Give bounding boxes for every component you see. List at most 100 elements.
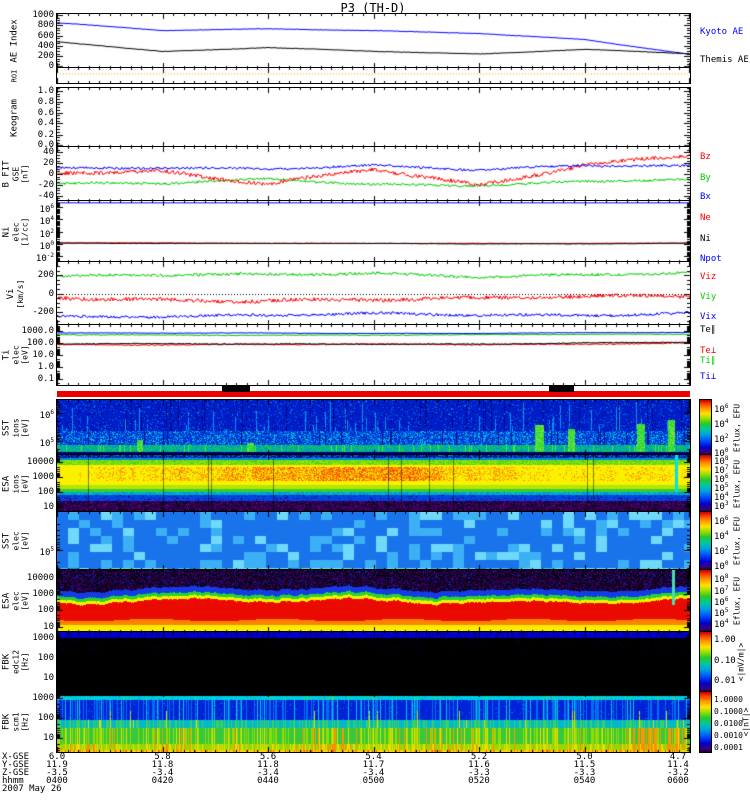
bottom-axis-value: 6.0 <box>48 752 66 762</box>
colorbar-title-esa_i: Eflux, EFU <box>732 459 742 508</box>
fbk_b-ytick: 1000 <box>32 693 54 704</box>
series-label-Te: Te∥ <box>700 325 716 336</box>
series-label-KyotoAE: Kyoto AE <box>700 27 744 38</box>
exponent: 4 <box>724 530 729 538</box>
sst_i-plot-canvas <box>57 400 690 455</box>
bottom-axis-value: 5.4 <box>365 752 382 762</box>
colorbar-tick-esa_i: 107 <box>714 464 729 477</box>
ae-plot-canvas <box>57 14 690 68</box>
colorbar-sst_e <box>699 511 712 571</box>
ti-ytick: 100.0 <box>26 338 54 348</box>
fbk_e-ytick: 10 <box>43 673 54 684</box>
exponent: 0 <box>724 447 729 455</box>
bottom-axis-value: 0440 <box>257 776 279 786</box>
colorbar-tick-sst_i: 102 <box>714 432 729 445</box>
exponent: 6 <box>50 409 54 417</box>
bfit-ytick: -40 <box>37 190 54 201</box>
ae-ytick: 600 <box>37 30 54 41</box>
colorbar-fbk_e <box>699 631 712 693</box>
bottom-axis-value: -3.4 <box>151 768 174 778</box>
series-label-Vix: Vix <box>700 312 717 323</box>
roi-plot-canvas <box>57 68 690 83</box>
exponent: 6 <box>724 403 729 411</box>
ti-ytick: 1000.0 <box>21 326 54 336</box>
exponent: 6 <box>724 515 729 523</box>
colorbar-tick-esa_i: 103 <box>714 500 729 513</box>
bottom-axis-value: 5.2 <box>470 752 488 762</box>
esa_i-ytick: 10 <box>43 502 54 513</box>
keo-ytick: 1.0 <box>37 85 54 96</box>
panel-esa_e <box>56 569 691 633</box>
bottom-axis-value: -3.5 <box>46 768 68 778</box>
ae-ytick: 200 <box>37 51 54 62</box>
exponent: 4 <box>724 491 729 499</box>
bottom-axis-value: 5.6 <box>259 752 277 762</box>
colorbar-esa_e <box>699 569 712 633</box>
colorbar-esa_i <box>699 454 712 513</box>
series-label-Bz: Bz <box>700 151 711 162</box>
mode-bar-red <box>57 391 690 397</box>
panel-esa_i <box>56 454 691 513</box>
bottom-axis-value: 5.0 <box>576 752 593 762</box>
colorbar-tick-esa_i: 108 <box>714 455 729 468</box>
colorbar-title-sst_e: Eflux, EFU <box>732 516 742 566</box>
bottom-axis-value: 0500 <box>362 776 385 786</box>
ae-ytick: 0 <box>48 61 54 72</box>
panel-ni <box>56 200 691 263</box>
exponent: 5 <box>724 607 729 615</box>
fbk_e-ytick: 1000 <box>32 633 54 644</box>
ti-ytick: 0.1 <box>37 374 54 384</box>
esa_e-ytick: 10000 <box>26 572 54 583</box>
exponent: 2 <box>50 227 54 235</box>
bottom-axis-value: 0420 <box>151 776 174 786</box>
exponent: 4 <box>50 215 54 223</box>
colorbar-tick-esa_e: 108 <box>714 573 729 586</box>
colorbar-tick-sst_e: 102 <box>714 545 729 558</box>
panel-keo <box>56 87 691 148</box>
esa_e-ytick: 1000 <box>32 589 54 600</box>
series-label-Viy: Viy <box>700 291 717 302</box>
bfit-ytick: -20 <box>37 179 54 190</box>
ti-plot-canvas <box>57 325 690 385</box>
colorbar-tick-fbk_b: 1.0000 <box>714 694 743 704</box>
bottom-axis-value: -3.3 <box>573 768 596 778</box>
bottom-axis-value: 11.6 <box>468 760 490 770</box>
sst_e-plot-canvas <box>57 512 690 570</box>
bottom-axis-value: 11.4 <box>667 760 689 770</box>
bottom-axis-value: 0520 <box>468 776 490 786</box>
colorbar-tick-esa_e: 104 <box>714 617 729 630</box>
bottom-axis-value: 0600 <box>667 776 689 786</box>
exponent: 7 <box>724 584 729 592</box>
bottom-axis-value: 5.8 <box>154 752 171 762</box>
colorbar-tick-sst_i: 100 <box>714 447 729 460</box>
fbk_b-ytick: 10 <box>43 733 54 744</box>
ti-ytick: 10.0 <box>32 350 54 360</box>
mode-bar <box>57 385 690 397</box>
esa_i-ytick: 100 <box>37 487 54 498</box>
colorbar-title-esa_e: Eflux, EFU <box>732 576 742 626</box>
vi-plot-canvas <box>57 262 690 325</box>
colorbar-tick-sst_e: 100 <box>714 559 729 572</box>
bottom-axis-value: 0400 <box>46 776 68 786</box>
colorbar-tick-esa_i: 105 <box>714 481 729 494</box>
bfit-ytick: 0 <box>48 169 54 179</box>
exponent: 6 <box>50 203 54 211</box>
esa_e-ytick: 100 <box>37 605 54 616</box>
colorbar-tick-sst_e: 106 <box>714 515 729 528</box>
bottom-axis-header-hhmm: hhmm <box>2 776 24 786</box>
colorbar-tick-esa_i: 106 <box>714 472 729 485</box>
exponent: 2 <box>724 432 729 440</box>
bottom-axis-value: -3.4 <box>257 768 279 778</box>
series-label-ThemisAE: Themis AE <box>700 55 749 66</box>
bottom-axis-header-X-GSE: X-GSE <box>2 752 30 762</box>
colorbar-tick-fbk_b: 0.0100 <box>714 718 743 728</box>
exponent: 8 <box>724 573 729 581</box>
bottom-axis-value: 11.7 <box>362 760 385 770</box>
exponent: 5 <box>50 546 54 554</box>
sst_i-ytick: 105 <box>39 436 54 449</box>
bottom-axis-value: 11.8 <box>151 760 174 770</box>
ae-ytick: 400 <box>37 40 54 51</box>
date-label: 2007 May 26 <box>2 784 62 794</box>
colorbar-tick-fbk_e: 1.00 <box>714 634 736 645</box>
